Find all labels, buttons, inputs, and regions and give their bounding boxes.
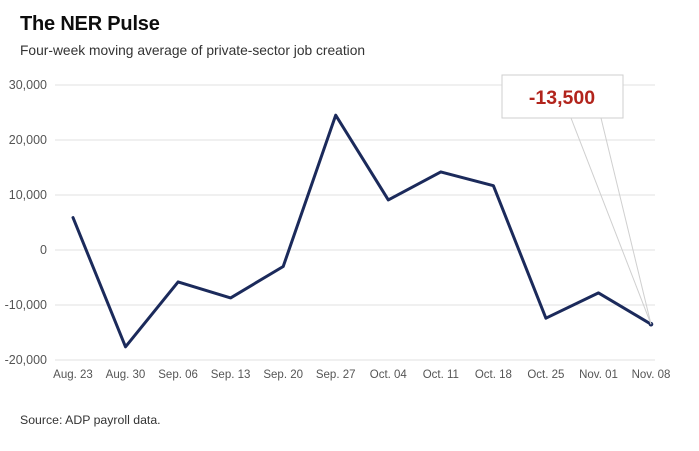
svg-text:Oct. 25: Oct. 25 — [527, 369, 564, 381]
svg-text:Aug. 30: Aug. 30 — [106, 369, 146, 381]
svg-text:Aug. 23: Aug. 23 — [53, 369, 93, 381]
svg-text:0: 0 — [40, 243, 47, 257]
svg-text:-13,500: -13,500 — [529, 87, 595, 109]
svg-text:Nov. 08: Nov. 08 — [632, 369, 671, 381]
svg-text:-20,000: -20,000 — [5, 353, 47, 367]
svg-text:20,000: 20,000 — [9, 133, 47, 147]
svg-text:30,000: 30,000 — [9, 78, 47, 92]
svg-text:-10,000: -10,000 — [5, 298, 47, 312]
svg-text:10,000: 10,000 — [9, 188, 47, 202]
svg-text:Sep. 20: Sep. 20 — [263, 369, 303, 381]
svg-text:Oct. 11: Oct. 11 — [423, 369, 459, 381]
svg-text:Nov. 01: Nov. 01 — [579, 369, 618, 381]
svg-text:Oct. 18: Oct. 18 — [475, 369, 512, 381]
svg-text:Sep. 13: Sep. 13 — [211, 369, 251, 381]
svg-text:Sep. 06: Sep. 06 — [158, 369, 198, 381]
svg-text:Oct. 04: Oct. 04 — [370, 369, 408, 381]
svg-text:Sep. 27: Sep. 27 — [316, 369, 356, 381]
